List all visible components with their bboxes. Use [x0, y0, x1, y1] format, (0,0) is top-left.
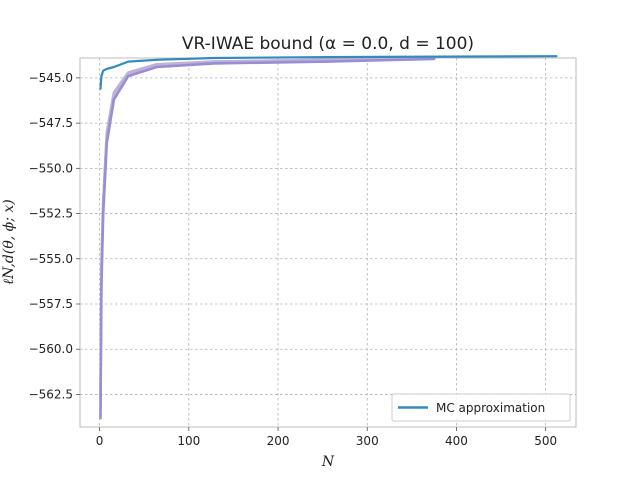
legend-label: MC approximation — [436, 401, 545, 415]
x-axis-label: N — [321, 454, 335, 470]
x-tick-label: 200 — [267, 434, 290, 448]
series-layer — [99, 55, 558, 420]
chart-title: VR-IWAE bound (α = 0.0, d = 100) — [182, 34, 474, 54]
series-line-0 — [99, 55, 558, 90]
legend-box — [391, 393, 571, 422]
y-tick-label: −562.5 — [29, 387, 73, 401]
plot-area — [79, 57, 577, 428]
y-tick-label: −552.5 — [29, 207, 73, 221]
x-tick-label: 500 — [534, 434, 557, 448]
y-tick-labels: −545.0 −547.5 −550.0 −552.5 −555.0 −557.5 −560… — [29, 71, 80, 401]
x-tick-label: 0 — [96, 434, 104, 448]
y-tick-label: −545.0 — [29, 71, 73, 85]
legend: MC approximation — [391, 393, 571, 422]
y-tick-label: −550.0 — [29, 161, 73, 175]
x-tick-labels: 0 100 200 300 400 500 — [96, 427, 557, 448]
y-tick-label: −555.0 — [29, 252, 73, 266]
x-tick-label: 300 — [356, 434, 379, 448]
series-line-1 — [99, 57, 436, 420]
x-tick-label: 100 — [177, 434, 200, 448]
y-axis-label: ℓN,d(θ, ϕ; x) — [1, 199, 17, 284]
y-tick-label: −557.5 — [29, 297, 73, 311]
y-tick-label: −560.0 — [29, 342, 73, 356]
y-tick-label: −547.5 — [29, 116, 73, 130]
x-tick-label: 400 — [445, 434, 468, 448]
